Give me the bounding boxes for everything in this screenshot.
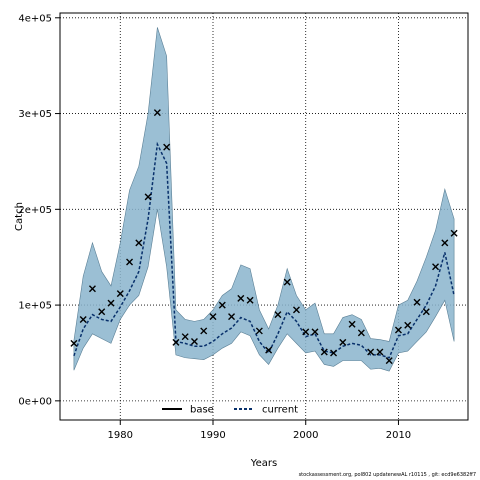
y-tick-label: 3e+05 [18, 109, 52, 120]
observed-point [450, 229, 458, 237]
axes: 1980 1990 2000 2010 0e+00 1e+05 2e+05 3e+05 4e+0… [18, 13, 411, 441]
observed-point [422, 308, 430, 316]
observed-point [376, 348, 384, 356]
observed-point [339, 338, 347, 346]
observed-point [116, 290, 124, 298]
series-line-current [73, 141, 455, 359]
observed-point [367, 348, 375, 356]
x-tick-label: 2000 [293, 430, 318, 441]
observed-point [153, 109, 161, 117]
observed-point [181, 333, 189, 341]
x-tick-label: 1980 [108, 430, 133, 441]
y-axis-title: Catch [14, 202, 25, 231]
observed-point [218, 301, 226, 309]
plot-frame [59, 12, 469, 421]
observed-point [172, 338, 180, 346]
y-tick-label: 1e+05 [18, 301, 52, 312]
y-tick-label: 4e+05 [18, 13, 52, 24]
legend-current-label: current [262, 405, 298, 416]
observed-point [255, 327, 263, 335]
observed-point [385, 357, 393, 365]
observed-point [79, 315, 87, 323]
series-lines [73, 141, 455, 359]
observed-point [135, 239, 143, 247]
observed-point [311, 328, 319, 336]
observed-point [348, 320, 356, 328]
uncertainty-band [73, 27, 455, 372]
observed-point [163, 143, 171, 151]
y-tick-label: 2e+05 [18, 205, 52, 216]
observed-point [320, 348, 328, 356]
observed-point [432, 263, 440, 271]
legend: base current [162, 405, 298, 416]
footnote: stockassessment.org, pol802 updatenewAL … [298, 472, 476, 478]
observed-point [302, 328, 310, 336]
observed-point [237, 294, 245, 302]
confidence-band [73, 27, 455, 372]
observed-point [200, 327, 208, 335]
observed-point [292, 306, 300, 314]
observed-point [190, 337, 198, 345]
observed-point [246, 296, 254, 304]
observed-point [98, 308, 106, 316]
observed-point [394, 326, 402, 334]
observed-point [330, 349, 338, 357]
y-tick-label: 0e+00 [18, 396, 52, 407]
observed-point [88, 285, 96, 293]
observed-point [441, 239, 449, 247]
observed-point [283, 278, 291, 286]
observed-point [107, 299, 115, 307]
observed-point [126, 258, 134, 266]
observed-point [413, 298, 421, 306]
observed-point [404, 321, 412, 329]
observed-point [144, 193, 152, 201]
observed-point [265, 346, 273, 354]
x-tick-label: 1990 [200, 430, 225, 441]
legend-base-label: base [190, 405, 214, 416]
observed-point [274, 311, 282, 319]
observed-point [228, 313, 236, 321]
observed-point [70, 339, 78, 347]
x-axis-title: Years [250, 458, 277, 469]
observed-point [357, 329, 365, 337]
x-tick-label: 2010 [386, 430, 411, 441]
observed-point [209, 313, 217, 321]
observed-points [70, 109, 458, 365]
